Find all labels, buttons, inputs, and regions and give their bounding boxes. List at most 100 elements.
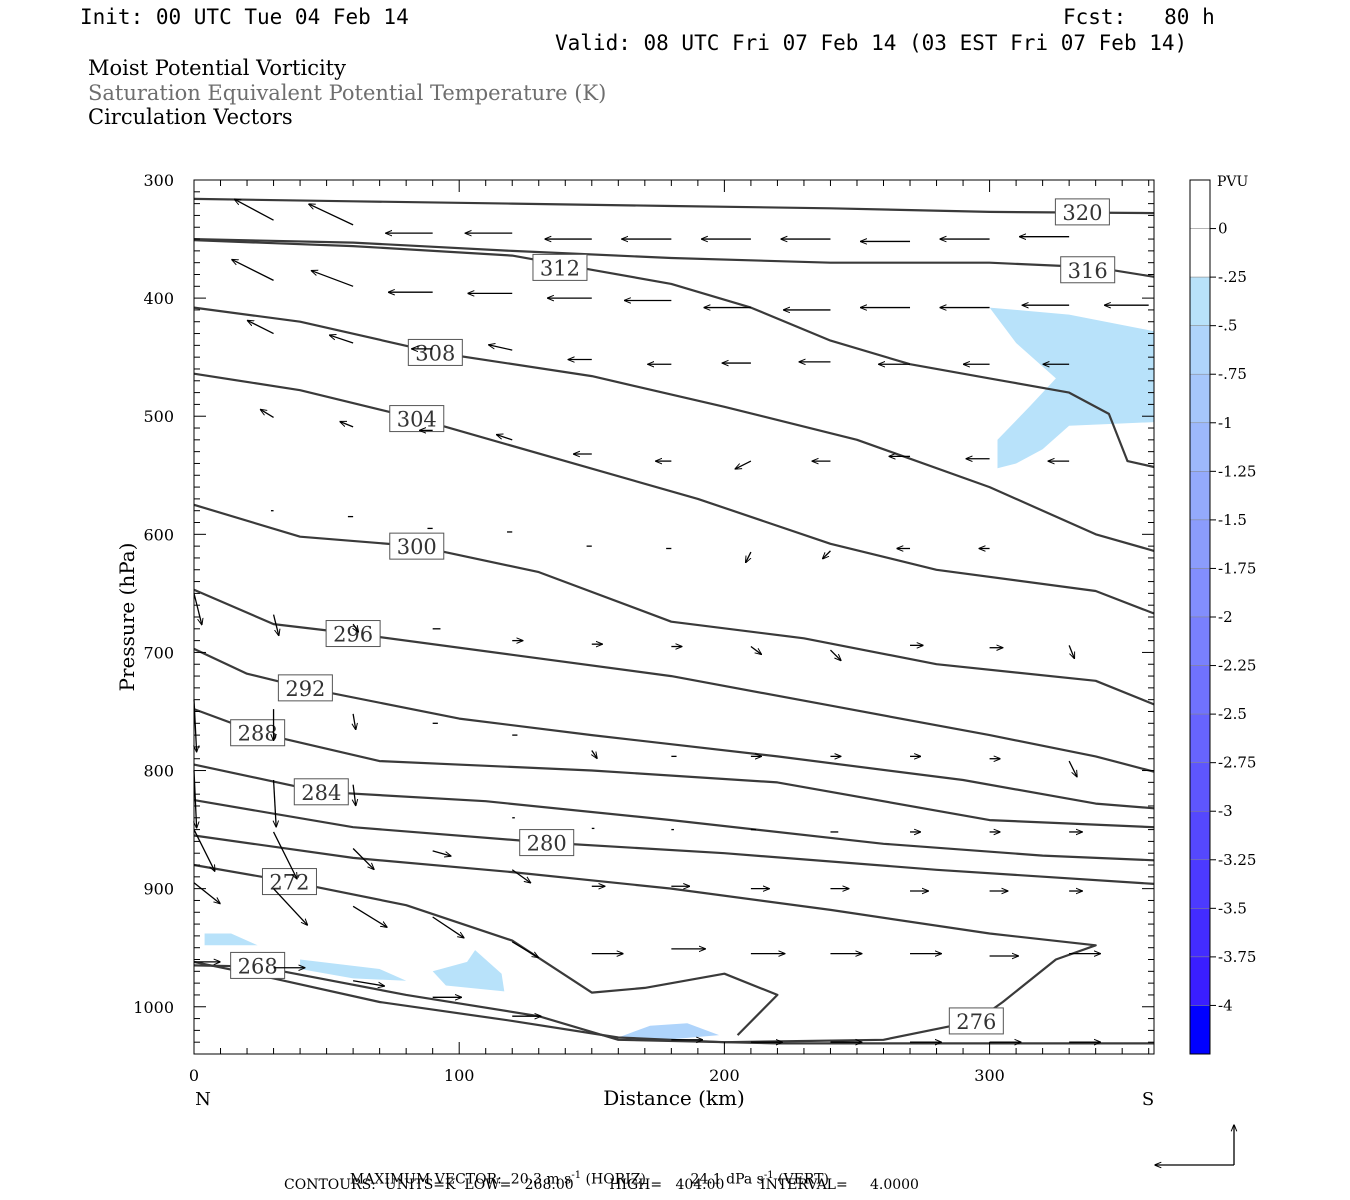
colorbar-unit: PVU <box>1217 174 1249 190</box>
circulation-vector-80 <box>274 779 277 827</box>
contour-label-296: 296 <box>333 623 373 647</box>
colorbar-swatch-5 <box>1189 422 1211 472</box>
contour-label-box-280 <box>519 829 575 857</box>
circulation-vector-52 <box>823 550 831 559</box>
axis-labels: Distance (km) Pressure (hPa) N S <box>115 543 1154 1110</box>
colorbar-swatch-3 <box>1189 325 1211 375</box>
title-circulation: Circulation Vectors <box>88 105 293 129</box>
contour-label-304: 304 <box>397 408 437 432</box>
contour-label-300: 300 <box>397 535 437 559</box>
colorbar-swatch-13 <box>1189 810 1211 861</box>
circulation-vector-94 <box>511 869 530 883</box>
contour-line-276 <box>193 834 1097 1044</box>
horiz-max-value: 20.3 m s <box>510 1171 572 1188</box>
contour-label-box-300 <box>389 532 445 560</box>
circulation-vector-23 <box>248 321 274 335</box>
circulation-vector-106 <box>511 941 538 958</box>
contour-label-box-272 <box>261 868 317 896</box>
contour-label-box-292 <box>277 674 333 702</box>
contour-label-box-316 <box>1060 256 1116 284</box>
init-time: Init: 00 UTC Tue 04 Feb 14 <box>80 5 409 29</box>
horiz-tag: (HORIZ) <box>585 1171 646 1188</box>
contour-label-312: 312 <box>540 256 580 280</box>
circulation-vector-105 <box>432 916 464 938</box>
circulation-vector-93 <box>432 850 451 856</box>
colorbar-swatch-7 <box>1189 519 1211 569</box>
contour-layer: 3203163123083043002962922882842802722762… <box>193 197 1155 1045</box>
colorbar-swatch-11 <box>1189 713 1211 763</box>
colorbar-level-label: -1 <box>1218 414 1233 432</box>
circulation-vector-72 <box>592 750 597 758</box>
contour-line-300 <box>193 503 1155 706</box>
colorbar-level-label: -2.25 <box>1218 657 1256 675</box>
colorbar-swatch-2 <box>1189 276 1211 326</box>
contour-line-304 <box>193 372 1155 615</box>
circulation-vector-56 <box>272 614 279 636</box>
contour-label-box-284 <box>293 778 349 806</box>
colorbar-level-label: -2 <box>1218 608 1233 626</box>
colorbar-swatch-12 <box>1189 762 1211 812</box>
contour-label-308: 308 <box>415 341 455 365</box>
colorbar-level-label: -2.75 <box>1218 754 1256 772</box>
colorbar-level-label: -3.5 <box>1218 899 1247 917</box>
colorbar-level-label: -.25 <box>1218 268 1247 286</box>
contour-label-box-320 <box>1054 198 1110 226</box>
circulation-vector-66 <box>1068 645 1074 658</box>
circulation-vector-40 <box>735 460 752 469</box>
y-axis-label: Pressure (hPa) <box>115 543 139 692</box>
circulation-vector-90 <box>193 829 215 872</box>
y-tick-label: 500 <box>143 407 174 426</box>
x-axis-label: Distance (km) <box>603 1086 745 1110</box>
circulation-vector-34 <box>261 410 274 418</box>
circulation-vector-55 <box>193 593 202 624</box>
pv-shaded-region-1 <box>204 933 258 946</box>
contour-label-292: 292 <box>285 677 325 701</box>
colorbar-swatch-6 <box>1189 471 1211 521</box>
contour-label-box-268 <box>230 951 286 979</box>
circulation-vector-103 <box>273 888 308 925</box>
pv-shading-layer <box>204 307 1154 1040</box>
contour-line-272 <box>193 863 779 1036</box>
colorbar-level-label: -3 <box>1218 802 1233 820</box>
contour-label-284: 284 <box>301 781 341 805</box>
y-tick-label: 600 <box>143 525 174 544</box>
colorbar-swatch-9 <box>1189 616 1211 666</box>
circulation-vector-0 <box>235 199 274 221</box>
contour-line-292 <box>193 647 1155 810</box>
colorbar-level-label: -4 <box>1218 996 1233 1014</box>
colorbar-swatch-8 <box>1189 568 1211 618</box>
y-tick-label: 300 <box>143 171 174 190</box>
circulation-vector-81 <box>353 784 356 806</box>
circulation-vector-62 <box>750 646 761 655</box>
contour-label-box-304 <box>389 405 445 433</box>
colorbar-swatch-1 <box>1189 228 1211 278</box>
colorbar-swatch-14 <box>1189 859 1211 909</box>
colorbar-level-label: -1.25 <box>1218 462 1256 480</box>
pv-shaded-region-2 <box>300 959 407 981</box>
contour-label-276: 276 <box>956 1010 996 1034</box>
pv-shaded-region-0 <box>989 307 1154 469</box>
circulation-vector-12 <box>312 271 354 287</box>
y-tick-label: 1000 <box>133 998 174 1017</box>
colorbar-level-label: -2.5 <box>1218 705 1247 723</box>
reference-vector <box>1155 1125 1234 1165</box>
contour-label-box-288 <box>230 719 286 747</box>
vert-tag: (VERT) <box>778 1171 829 1188</box>
circulation-vector-78 <box>1068 760 1077 777</box>
contour-label-288: 288 <box>238 722 278 746</box>
horiz-max-exp: -1 <box>571 1170 582 1181</box>
colorbar: PVU 0 -.25 -.5 -.75 -1 -1.25 -1.5 -1.75 -2 -2.25 -… <box>1189 174 1256 1055</box>
title-moist-pv: Moist Potential Vorticity <box>88 56 346 80</box>
x-tick-label: 0 <box>189 1066 199 1085</box>
contour-line-308 <box>193 306 1155 552</box>
colorbar-level-label: -3.75 <box>1218 948 1256 966</box>
contour-line-280 <box>193 799 1155 885</box>
x-tick-label: 200 <box>709 1066 740 1085</box>
circulation-vector-92 <box>352 848 374 869</box>
colorbar-level-label: -3.25 <box>1218 851 1256 869</box>
colorbar-swatch-4 <box>1189 373 1211 424</box>
circulation-vector-102 <box>193 882 220 904</box>
colorbar-level-label: -1.5 <box>1218 511 1247 529</box>
circulation-vector-63 <box>830 649 840 660</box>
x-tick-label: 300 <box>974 1066 1005 1085</box>
